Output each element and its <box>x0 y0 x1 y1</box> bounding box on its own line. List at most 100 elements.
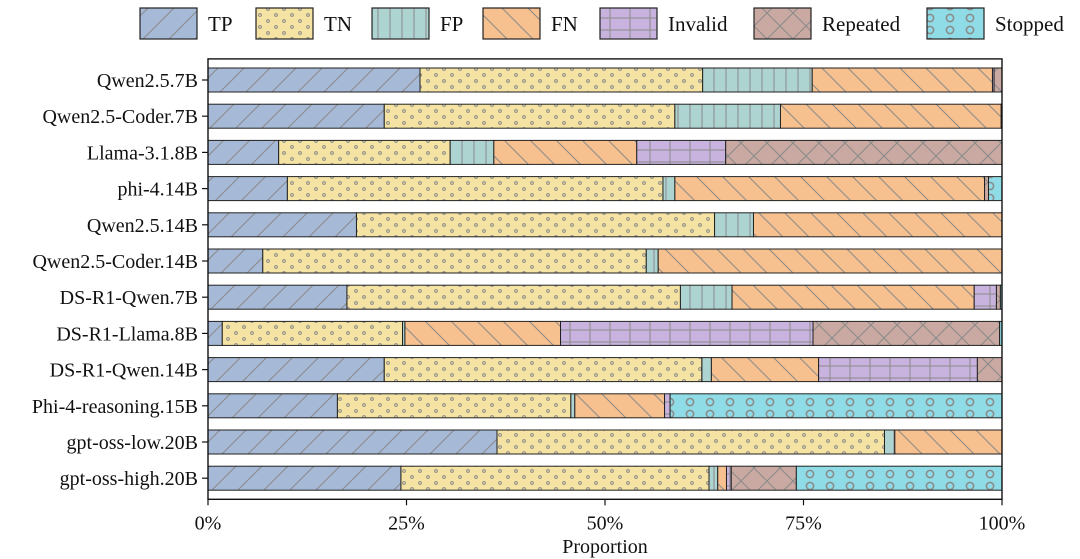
x-tick-label: 75% <box>785 512 822 534</box>
legend-label-repeated: Repeated <box>822 12 901 36</box>
bar-segment-tn <box>336 393 572 419</box>
bar-segment-fn <box>717 465 727 491</box>
bar-segment-tp <box>207 320 223 346</box>
legend-item-tn: TN <box>255 7 352 40</box>
x-axis-label: Proportion <box>562 536 648 558</box>
legend-item-repeated: Repeated <box>753 7 901 40</box>
bar-segment-repeated <box>730 465 797 491</box>
y-tick-label: DS-R1-Qwen.14B <box>50 360 198 382</box>
bar-segment-invalid <box>973 284 997 310</box>
bar-segment-stopped <box>669 393 1003 419</box>
y-tick-label: Llama-3.1.8B <box>87 142 198 164</box>
bar-segment-fn <box>894 429 1003 455</box>
bar-row-3 <box>207 139 1003 165</box>
bar-segment-stopped <box>988 176 1003 202</box>
legend-swatch-tp <box>139 7 198 40</box>
bar-segment-tp <box>207 248 264 274</box>
bar-segment-invalid <box>664 393 671 419</box>
legend-label-stopped: Stopped <box>995 12 1064 36</box>
bar-segment-tp <box>207 67 421 93</box>
bar-segment-fp <box>645 248 659 274</box>
bar-row-8 <box>207 320 1003 346</box>
bar-segment-tp <box>207 357 385 383</box>
bar-row-11 <box>207 429 1003 455</box>
bar-row-12 <box>207 465 1003 491</box>
bar-segment-invalid <box>725 465 732 491</box>
legend-label-fn: FN <box>551 12 578 36</box>
legend-swatch-repeated <box>753 7 812 40</box>
bar-segment-fn <box>710 357 820 383</box>
bar-segment-tn <box>355 212 716 238</box>
bar-segment-fp <box>679 284 733 310</box>
legend: TP TN FP FN Invalid Repeated Stopped <box>139 7 1064 40</box>
bar-segment-tn <box>383 357 703 383</box>
bar-segment-tn <box>278 139 451 165</box>
legend-swatch-tn <box>255 7 314 40</box>
bar-segment-repeated <box>995 284 1001 310</box>
bar-row-7 <box>207 284 1003 310</box>
y-tick-label: phi-4.14B <box>117 179 198 201</box>
bar-segment-tn <box>383 103 676 129</box>
x-tick-label: 0% <box>195 512 222 534</box>
legend-label-tn: TN <box>324 12 352 36</box>
bar-segment-invalid <box>560 320 814 346</box>
bar-segment-tn <box>419 67 704 93</box>
bar-segment-tn <box>496 429 885 455</box>
bar-segment-tn <box>221 320 404 346</box>
bar-row-5 <box>207 212 1003 238</box>
bar-segment-fn <box>493 139 638 165</box>
bar-segment-tp <box>207 465 402 491</box>
bar-segment-tp <box>207 212 357 238</box>
bar-segment-stopped <box>795 465 1003 491</box>
y-tick-label: Qwen2.5.14B <box>87 215 198 237</box>
y-tick-label: Qwen2.5-Coder.7B <box>42 106 198 128</box>
bar-segment-fp <box>662 176 676 202</box>
bar-segment-fp <box>674 103 781 129</box>
bar-segment-tp <box>207 103 385 129</box>
y-tick-label: DS-R1-Llama.8B <box>56 323 198 345</box>
bar-row-2 <box>207 103 1003 129</box>
y-tick-label: Phi-4-reasoning.15B <box>32 396 198 418</box>
bar-segment-invalid <box>818 357 978 383</box>
bar-segment-fn <box>674 176 986 202</box>
bar-segment-fn <box>731 284 975 310</box>
x-tick-label: 25% <box>388 512 425 534</box>
bar-segment-fn <box>404 320 562 346</box>
legend-label-invalid: Invalid <box>668 12 728 36</box>
bar-segment-tp <box>207 176 288 202</box>
bar-segment-fp <box>714 212 754 238</box>
legend-swatch-fn <box>482 7 541 40</box>
y-tick-label: Qwen2.5.7B <box>97 70 198 92</box>
bar-segment-repeated <box>976 357 1003 383</box>
x-axis: 0% 25% 50% 75% 100% <box>195 499 1026 534</box>
bar-row-10 <box>207 393 1003 419</box>
bar-segment-fp <box>883 429 896 455</box>
plot-area <box>207 58 1003 500</box>
y-tick-label: DS-R1-Qwen.7B <box>60 287 198 309</box>
legend-swatch-stopped <box>926 7 985 40</box>
legend-swatch-invalid <box>599 7 658 40</box>
bar-segment-tn <box>262 248 647 274</box>
legend-label-tp: TP <box>208 12 233 36</box>
bar-segment-tp <box>207 393 338 419</box>
bar-segment-tp <box>207 284 348 310</box>
bar-segment-invalid <box>636 139 727 165</box>
legend-item-tp: TP <box>139 7 233 40</box>
bar-segment-tp <box>207 429 498 455</box>
legend-item-fn: FN <box>482 7 578 40</box>
bar-row-9 <box>207 357 1003 383</box>
y-tick-label: gpt-oss-low.20B <box>67 432 198 454</box>
bar-row-6 <box>207 248 1003 274</box>
legend-item-stopped: Stopped <box>926 7 1064 40</box>
legend-item-fp: FP <box>371 7 463 40</box>
bar-segment-tn <box>286 176 664 202</box>
x-tick-label: 100% <box>979 512 1026 534</box>
bar-segment-repeated <box>812 320 1001 346</box>
bar-segment-fp <box>702 67 813 93</box>
bar-segment-fn <box>811 67 993 93</box>
bar-segment-repeated <box>984 176 990 202</box>
bar-segment-fn <box>657 248 1003 274</box>
bar-segment-tn <box>346 284 681 310</box>
bar-segment-repeated <box>725 139 1003 165</box>
